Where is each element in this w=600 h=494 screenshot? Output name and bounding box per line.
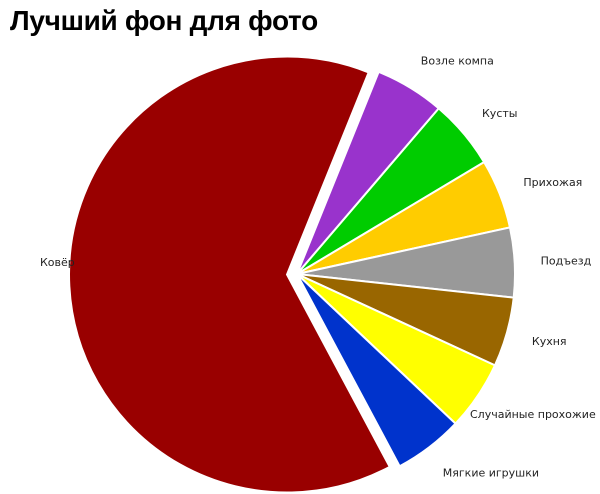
slice-label-7: Мягкие игрушки — [443, 467, 539, 480]
slice-label-3: Прихожая — [523, 176, 582, 189]
chart-title: Лучший фон для фото — [10, 5, 318, 36]
slice-label-0: Ковёр — [40, 256, 75, 269]
labels-layer: Ковёр Возле компа Кусты Прихожая Подъезд Кухн… — [40, 54, 596, 479]
pie-slice-7 — [296, 273, 457, 468]
slices-layer — [68, 55, 516, 494]
slice-label-1: Возле компа — [421, 54, 494, 67]
pie-slice-0 — [68, 55, 392, 494]
slice-label-6: Случайные прохожие — [470, 408, 596, 421]
slice-label-5: Кухня — [532, 335, 567, 348]
slice-label-2: Кусты — [482, 107, 517, 120]
slice-label-4: Подъезд — [541, 255, 592, 268]
